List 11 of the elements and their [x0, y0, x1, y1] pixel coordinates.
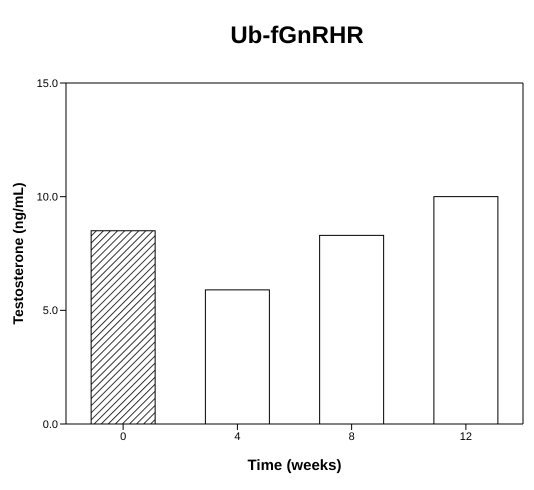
- x-axis-title: Time (weeks): [248, 457, 342, 474]
- x-tick-label: 0: [120, 430, 126, 443]
- y-tick-label: 15.0: [36, 78, 58, 90]
- x-tick-label: 8: [348, 430, 355, 443]
- chart-title: Ub-fGnRHR: [229, 21, 365, 51]
- y-tick-label: 0.0: [42, 418, 58, 431]
- x-tick-label: 12: [460, 430, 472, 443]
- y-axis-title: Testosterone (ng/mL): [10, 182, 26, 325]
- y-tick-label: 10.0: [36, 192, 58, 204]
- x-tick-label: 4: [234, 430, 240, 443]
- y-tick-label: 5.0: [42, 305, 58, 318]
